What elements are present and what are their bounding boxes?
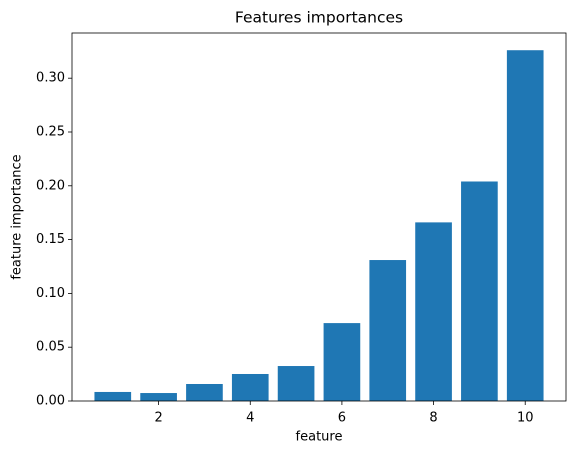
y-tick-label: 0.25 bbox=[36, 124, 65, 139]
x-tick-label: 4 bbox=[246, 411, 254, 426]
y-tick-label: 0.05 bbox=[36, 340, 65, 355]
x-tick-label: 8 bbox=[429, 411, 437, 426]
bar bbox=[277, 366, 315, 401]
y-tick-label: 0.20 bbox=[36, 178, 65, 193]
bar bbox=[369, 260, 407, 401]
y-tick-label: 0.10 bbox=[36, 286, 65, 301]
plot-frame bbox=[71, 32, 567, 402]
y-tick-label: 0.30 bbox=[36, 71, 65, 86]
bar bbox=[461, 181, 498, 401]
x-tick-label: 10 bbox=[517, 411, 534, 426]
bar bbox=[94, 391, 132, 401]
y-axis-label: feature importance bbox=[10, 154, 25, 279]
bar bbox=[415, 222, 452, 401]
chart-title: Features importances bbox=[235, 9, 403, 27]
bar bbox=[323, 323, 361, 401]
x-axis-label: feature bbox=[296, 430, 343, 445]
bar bbox=[186, 383, 223, 401]
y-tick-label: 0.00 bbox=[36, 394, 65, 409]
bar bbox=[140, 393, 177, 401]
x-tick-label: 6 bbox=[338, 411, 346, 426]
bar bbox=[506, 50, 544, 402]
x-tick-label: 2 bbox=[154, 411, 162, 426]
y-tick-label: 0.15 bbox=[36, 232, 65, 247]
bar bbox=[231, 373, 269, 401]
